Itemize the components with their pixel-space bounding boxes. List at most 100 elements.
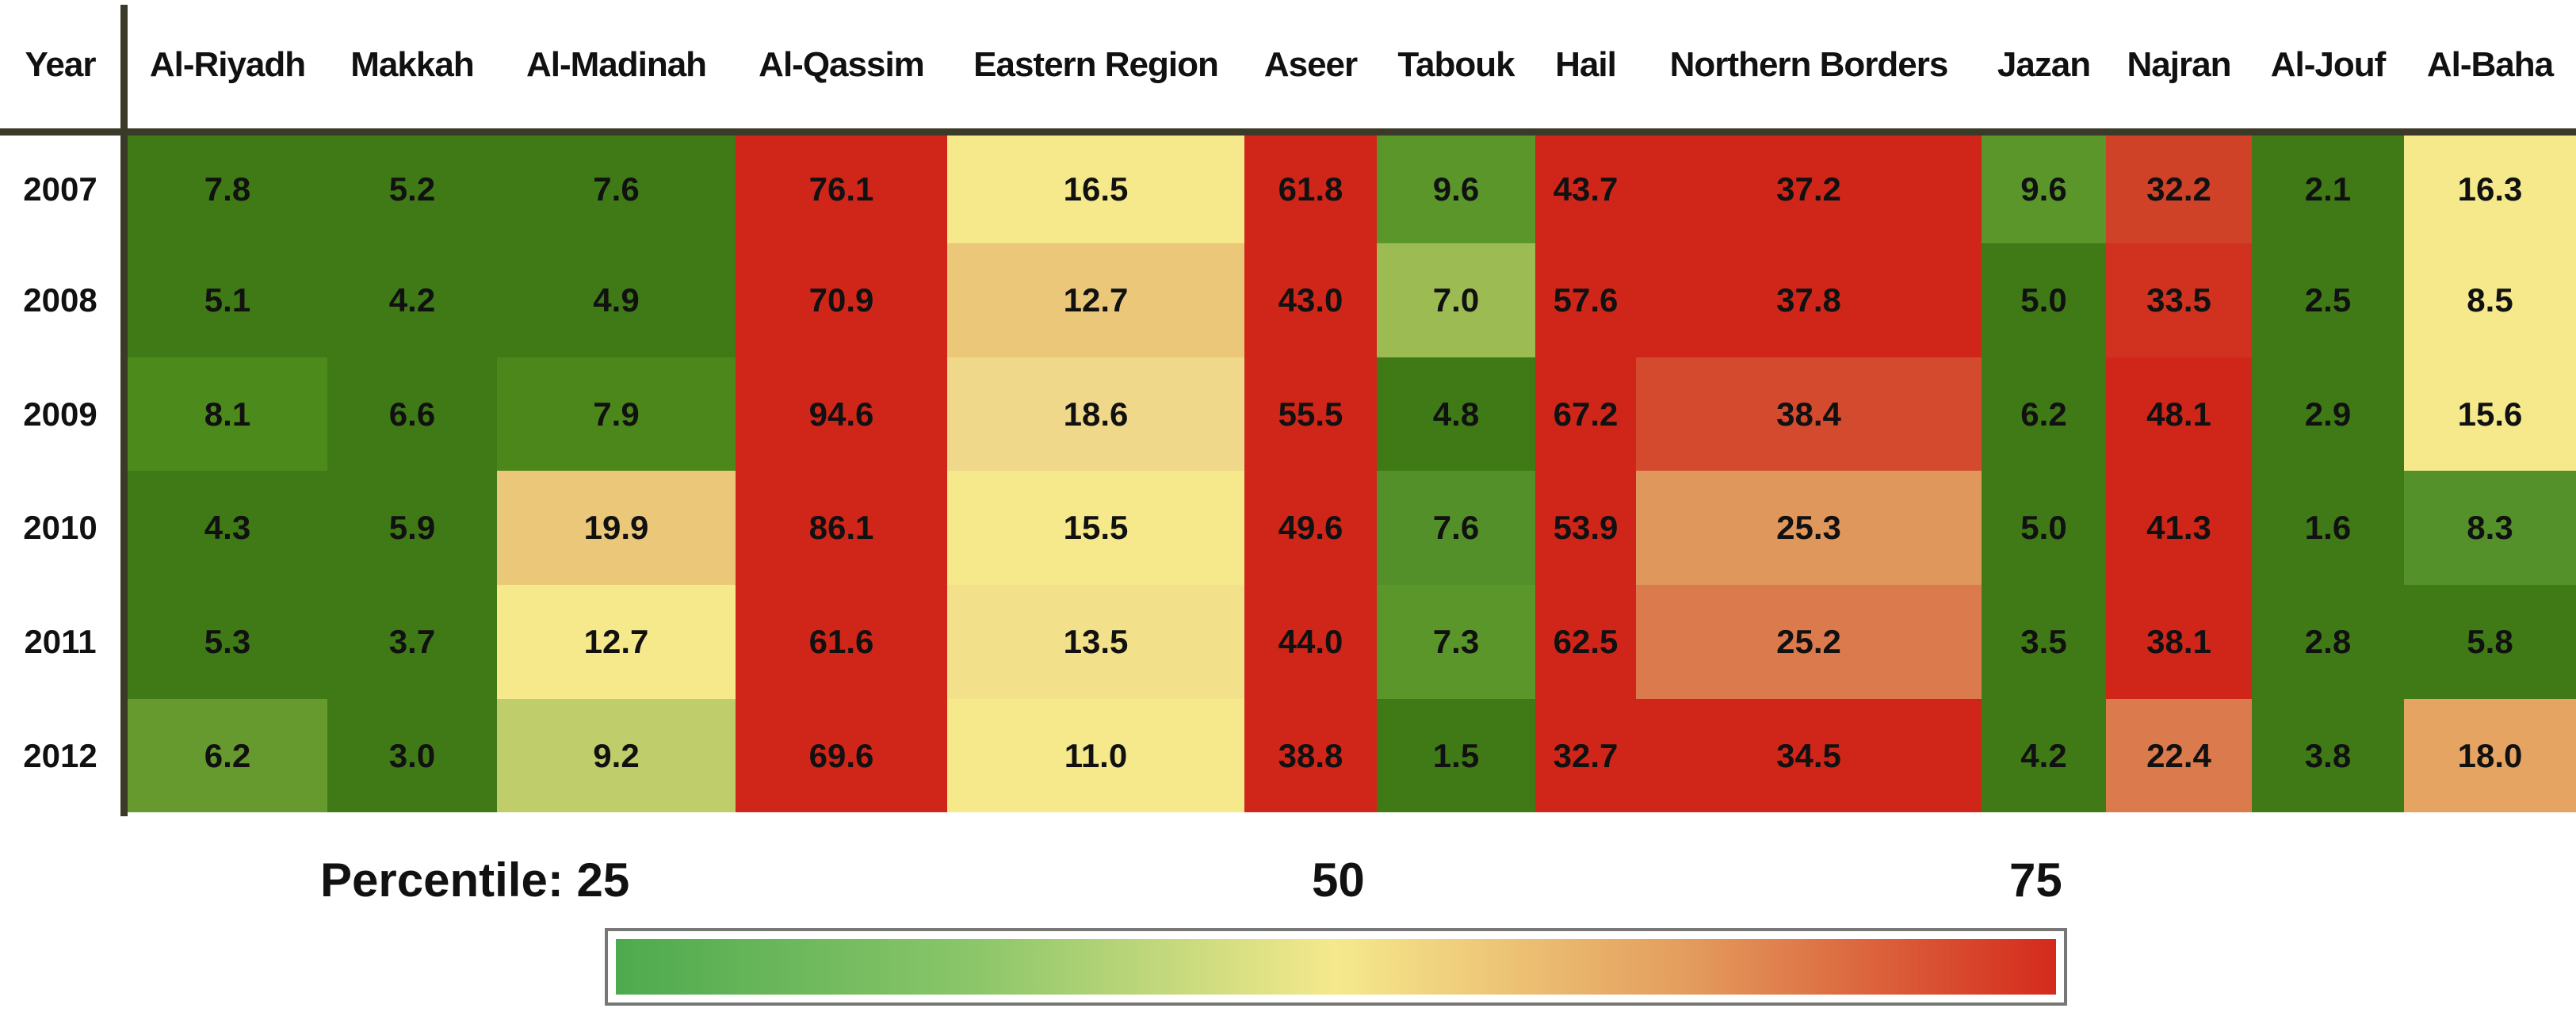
heatmap-cell: 61.6 [736,585,947,699]
heatmap-cell: 16.5 [947,136,1244,243]
heatmap-cell: 12.7 [947,243,1244,357]
heatmap-cell: 69.6 [736,699,947,812]
heatmap-cell: 5.2 [327,136,497,243]
legend-gradient [616,939,2056,995]
header-vertical-divider [120,5,128,816]
heatmap-cell: 8.1 [128,357,327,471]
column-header: Tabouk [1397,45,1515,84]
heatmap-cell: 7.6 [1377,471,1535,585]
column-header: Jazan [1997,45,2091,84]
heatmap-cell: 37.2 [1636,136,1982,243]
heatmap-cell: 11.0 [947,699,1244,812]
column-header: Al-Madinah [526,45,707,84]
column-header: Northern Borders [1669,45,1949,84]
heatmap-cell: 5.1 [128,243,327,357]
heatmap-cell: 44.0 [1244,585,1377,699]
heatmap-cell: 15.5 [947,471,1244,585]
heatmap-cell: 4.2 [327,243,497,357]
column-header: Al-Qassim [759,45,925,84]
heatmap-cell: 8.5 [2404,243,2576,357]
heatmap-cell: 18.0 [2404,699,2576,812]
heatmap-cell: 19.9 [497,471,736,585]
heatmap-cell: 8.3 [2404,471,2576,585]
header-horizontal-divider [0,128,2576,136]
heatmap-cell: 7.9 [497,357,736,471]
heatmap-cell: 76.1 [736,136,947,243]
heatmap-cell: 6.2 [128,699,327,812]
heatmap-cell: 25.2 [1636,585,1982,699]
column-header: Najran [2127,45,2232,84]
heatmap-cell: 15.6 [2404,357,2576,471]
heatmap-cell: 4.2 [1982,699,2106,812]
heatmap-cell: 7.3 [1377,585,1535,699]
heatmap-cell: 41.3 [2106,471,2252,585]
column-header: Al-Baha [2426,45,2554,84]
heatmap-cell: 49.6 [1244,471,1377,585]
heatmap-cell: 6.2 [1982,357,2106,471]
heatmap-cell: 2.8 [2252,585,2404,699]
column-header: Aseer [1263,45,1358,84]
row-year-label: 2012 [23,736,97,774]
heatmap-cell: 5.8 [2404,585,2576,699]
heatmap-cell: 62.5 [1535,585,1636,699]
heatmap-cell: 55.5 [1244,357,1377,471]
heatmap-cell: 32.7 [1535,699,1636,812]
row-year-label: 2011 [24,623,97,660]
heatmap-cell: 1.6 [2252,471,2404,585]
row-year-label: 2007 [23,170,97,208]
heatmap-cell: 7.0 [1377,243,1535,357]
heatmap-cell: 12.7 [497,585,736,699]
heatmap-cell: 22.4 [2106,699,2252,812]
heatmap-cell: 3.0 [327,699,497,812]
heatmap-cell: 13.5 [947,585,1244,699]
heatmap-cell: 2.1 [2252,136,2404,243]
column-header: Al-Riyadh [149,45,306,84]
heatmap-cell: 33.5 [2106,243,2252,357]
heatmap-cell: 53.9 [1535,471,1636,585]
column-header: Makkah [350,45,474,84]
heatmap-cell: 18.6 [947,357,1244,471]
heatmap-cell: 86.1 [736,471,947,585]
heatmap-cell: 5.3 [128,585,327,699]
heatmap-cell: 32.2 [2106,136,2252,243]
column-header: Al-Jouf [2270,45,2387,84]
heatmap-cell: 7.6 [497,136,736,243]
heatmap-cell: 4.3 [128,471,327,585]
legend-percentile-25-label: Percentile: 25 [320,854,630,907]
row-year-label: 2010 [23,509,97,546]
heatmap-cell: 43.7 [1535,136,1636,243]
column-header: Eastern Region [973,45,1219,84]
heatmap-cell: 5.9 [327,471,497,585]
heatmap-cell: 6.6 [327,357,497,471]
heatmap-cell: 67.2 [1535,357,1636,471]
heatmap-cell: 4.8 [1377,357,1535,471]
legend-tick-75: 75 [2009,854,2062,907]
heatmap-cell: 2.9 [2252,357,2404,471]
heatmap-cell: 48.1 [2106,357,2252,471]
heatmap-cell: 9.6 [1982,136,2106,243]
heatmap-cell: 4.9 [497,243,736,357]
heatmap-cell: 43.0 [1244,243,1377,357]
heatmap-cell: 57.6 [1535,243,1636,357]
heatmap-cell: 16.3 [2404,136,2576,243]
heatmap-cell: 2.5 [2252,243,2404,357]
heatmap-cell: 1.5 [1377,699,1535,812]
heatmap-table: Year Al-Riyadh Makkah Al-Madinah Al-Qassim E… [23,45,2576,812]
heatmap-cell: 25.3 [1636,471,1982,585]
heatmap-cell: 9.6 [1377,136,1535,243]
row-year-label: 2008 [23,281,97,319]
year-column-header: Year [25,45,97,84]
heatmap-cell: 7.8 [128,136,327,243]
heatmap-cell: 70.9 [736,243,947,357]
heatmap-cell: 38.8 [1244,699,1377,812]
heatmap-cell: 38.1 [2106,585,2252,699]
row-year-label: 2009 [23,395,97,433]
legend-color-scale [605,928,2067,1006]
heatmap-cell: 3.5 [1982,585,2106,699]
column-header: Hail [1555,45,1617,84]
heatmap-cell: 94.6 [736,357,947,471]
heatmap-cell: 61.8 [1244,136,1377,243]
heatmap-cell: 38.4 [1636,357,1982,471]
heatmap-cell: 5.0 [1982,243,2106,357]
heatmap-cell: 5.0 [1982,471,2106,585]
